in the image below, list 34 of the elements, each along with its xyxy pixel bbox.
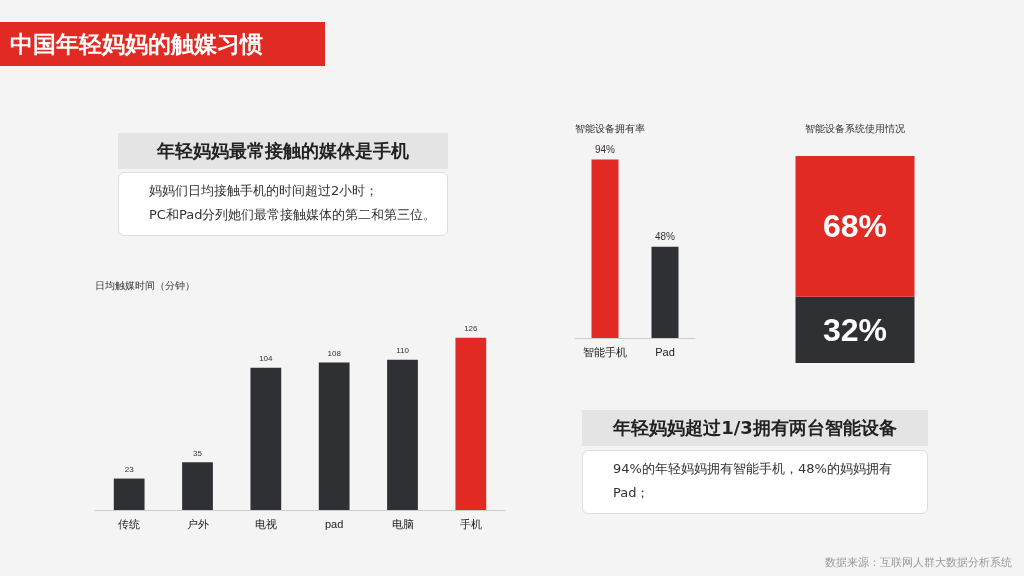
x-tick-label: 手机 <box>459 517 482 530</box>
x-tick-label: pad <box>324 517 344 530</box>
x-tick-label: 传统 <box>118 517 141 530</box>
chart-title: 智能设备系统使用情况 <box>805 122 905 134</box>
bar <box>113 478 145 510</box>
x-tick-label: 电视 <box>254 517 277 530</box>
text: 年轻妈妈最常接触的媒体是手机 <box>118 133 448 169</box>
bar <box>318 362 350 510</box>
x-tick-label: 电脑 <box>391 517 414 530</box>
text: 中国年轻妈妈的触媒习惯 <box>0 22 325 66</box>
data-label: 126 <box>464 324 479 334</box>
chart-title: 智能设备拥有率 <box>575 122 645 134</box>
x-tick-label: 智能手机 <box>583 345 627 358</box>
data-label: 104 <box>259 354 274 364</box>
data-label: 68% <box>822 208 888 245</box>
data-label: 32% <box>822 311 888 348</box>
chart-title: 日均触媒时间（分钟） <box>95 279 195 291</box>
data-label: 110 <box>396 346 410 356</box>
source-note: 数据来源：互联网人群大数据分析系统 <box>825 555 1012 570</box>
text: 年轻妈妈超过1/3拥有两台智能设备 <box>582 410 928 446</box>
bar <box>250 367 282 510</box>
data-label: 23 <box>124 465 135 475</box>
x-tick-label: 户外 <box>186 517 209 530</box>
text: 94%的年轻妈妈拥有智能手机，48%的妈妈拥有Pad； <box>613 460 893 502</box>
bar <box>387 359 418 510</box>
bar <box>455 337 487 510</box>
bar <box>182 462 213 510</box>
text: PC和Pad分列她们最常接触媒体的第二和第三位。 <box>149 206 438 224</box>
text: 妈妈们日均接触手机的时间超过2小时； <box>149 182 380 200</box>
data-label: 35 <box>193 448 203 458</box>
data-label: 108 <box>327 348 342 358</box>
x-tick-label: Pad <box>655 345 675 358</box>
data-label: 94% <box>594 143 616 155</box>
data-label: 48% <box>654 231 676 243</box>
